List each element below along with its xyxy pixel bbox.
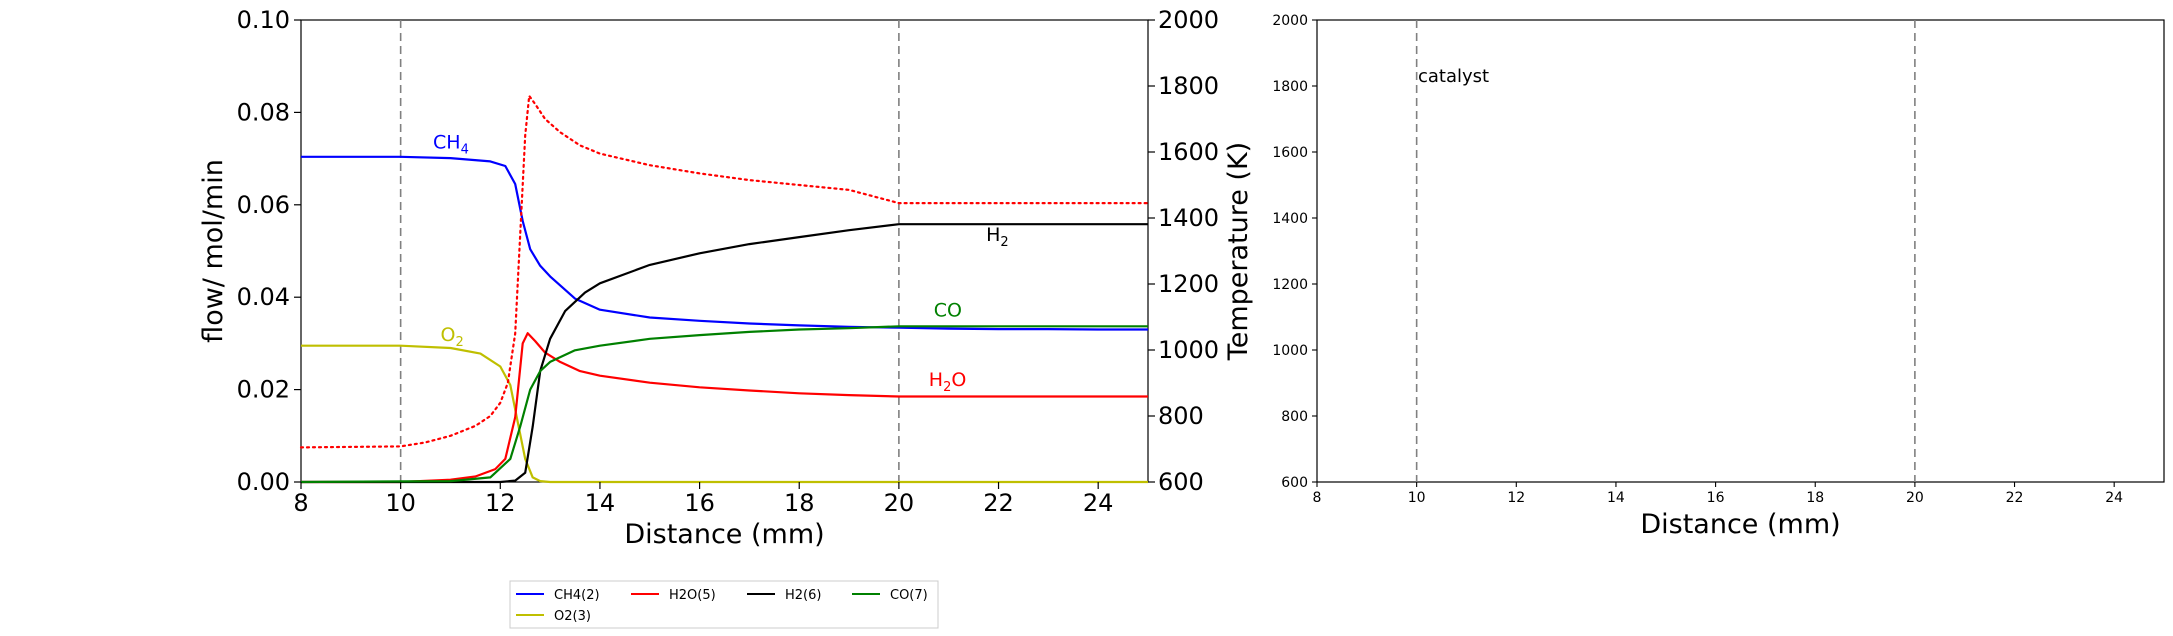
legend: CH4(2) H2O(5) H2(6) CO(7) O2(3) <box>509 580 939 629</box>
legend-label-co-7: CO(7) <box>890 588 928 603</box>
x-tick-label: 12 <box>485 489 516 517</box>
y-tick-label: 0.00 <box>237 468 290 496</box>
y-tick-label: 0.10 <box>237 6 290 34</box>
series-lines <box>299 94 1150 484</box>
x-tick-label-2: 24 <box>2105 490 2123 506</box>
x-tick-label-2: 12 <box>1507 490 1525 506</box>
x-axis-label-2: Distance (mm) <box>1640 509 1840 540</box>
y2-tick-label: 600 <box>1158 468 1204 496</box>
series-h2-6 <box>301 223 1148 484</box>
legend-label-o2-3: O2(3) <box>554 609 591 624</box>
y-tick-label: 0.08 <box>237 98 290 126</box>
x-tick-label-2: 14 <box>1607 490 1625 506</box>
series-labels: CH4 O2 H2O H2 CO <box>433 131 1009 394</box>
y-axis-label: flow/ mol/min <box>198 159 229 343</box>
y-tick-label-2: 1800 <box>1272 79 1308 95</box>
y2-tick-label: 800 <box>1158 402 1204 430</box>
series-label-h2o-5: H2O <box>929 369 967 395</box>
x-tick-label: 10 <box>385 489 416 517</box>
x-tick-label: 18 <box>784 489 815 517</box>
y-tick-label-2: 1000 <box>1272 343 1308 359</box>
y2-tick-label: 1800 <box>1158 72 1219 100</box>
series-temperature <box>299 94 1150 449</box>
x-ticks: 8 10 12 14 16 18 20 22 24 <box>293 482 1113 517</box>
y-tick-label-2: 800 <box>1281 409 1308 425</box>
y-tick-label-2: 2000 <box>1272 13 1308 29</box>
y-tick-label-2: 1600 <box>1272 145 1308 161</box>
x-tick-label: 8 <box>293 489 308 517</box>
x-tick-label-2: 10 <box>1408 490 1426 506</box>
catalyst-annotation: catalyst <box>1418 66 1489 87</box>
series-label-h2-6: H2 <box>986 224 1009 250</box>
y2-tick-label: 1000 <box>1158 336 1219 364</box>
y-ticks-2: 600 800 1000 1200 1400 1600 1800 2000 <box>1272 13 1317 491</box>
y2-tick-label: 1400 <box>1158 204 1219 232</box>
series-ch4-2 <box>301 155 1148 331</box>
legend-frame <box>509 580 939 629</box>
x-ticks-2: 8 10 12 14 16 18 20 22 24 <box>1313 482 2123 506</box>
temperature-chart: 8 10 12 14 16 18 20 22 24 600 800 1000 1200 1400 1600… <box>1272 13 2165 540</box>
plot-area-frame-2 <box>1316 19 2165 483</box>
series-co-7 <box>300 325 1148 484</box>
series-label-o2-3: O2 <box>441 324 464 350</box>
series-o2-3 <box>301 344 1148 484</box>
y2-ticks: 600 800 1000 1200 1400 1600 1800 2000 <box>1148 6 1219 496</box>
y-tick-label-2: 600 <box>1281 475 1308 491</box>
series-label-ch4-2: CH4 <box>433 131 469 157</box>
y2-tick-label: 1600 <box>1158 138 1219 166</box>
x-tick-label-2: 22 <box>2006 490 2024 506</box>
catalyst-lines-2 <box>1415 20 1916 482</box>
x-tick-label: 16 <box>684 489 715 517</box>
y-tick-label-2: 1400 <box>1272 211 1308 227</box>
legend-label-h2o-5: H2O(5) <box>669 588 716 603</box>
x-tick-label-2: 8 <box>1313 490 1322 506</box>
y-tick-label: 0.04 <box>237 283 290 311</box>
x-tick-label-2: 16 <box>1707 490 1725 506</box>
x-axis-label: Distance (mm) <box>624 519 824 550</box>
series-h2o-5 <box>301 332 1148 484</box>
x-tick-label: 20 <box>884 489 915 517</box>
x-tick-label: 22 <box>983 489 1014 517</box>
x-tick-label-2: 18 <box>1806 490 1824 506</box>
plot-area-frame <box>300 19 1149 483</box>
y-tick-label: 0.02 <box>237 376 290 404</box>
y2-axis-label: Temperature (K) <box>1223 142 1254 361</box>
y2-tick-label: 1200 <box>1158 270 1219 298</box>
catalyst-lines <box>399 20 900 482</box>
flow-temperature-chart: 8 10 12 14 16 18 20 22 24 0.000.020.040.060.080.… <box>198 6 1254 550</box>
x-tick-label: 24 <box>1083 489 1114 517</box>
y-tick-label-2: 1200 <box>1272 277 1308 293</box>
y-ticks: 0.00 0.02 0.04 0.06 0.08 0.10 <box>237 6 301 496</box>
y2-tick-label: 2000 <box>1158 6 1219 34</box>
x-tick-label: 14 <box>585 489 616 517</box>
x-tick-label-2: 20 <box>1906 490 1924 506</box>
legend-label-ch4-2: CH4(2) <box>554 588 600 603</box>
y-tick-label: 0.06 <box>237 191 290 219</box>
legend-label-h2-6: H2(6) <box>785 588 821 603</box>
series-label-co-7: CO <box>934 300 962 322</box>
